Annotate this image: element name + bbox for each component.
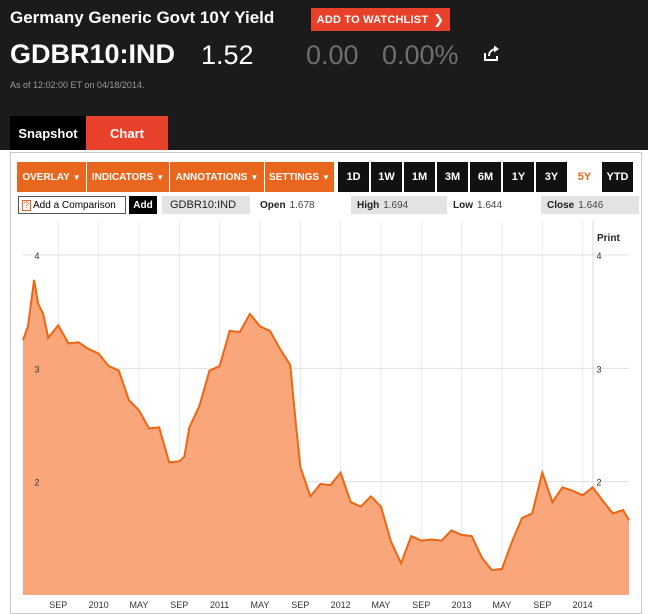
overlay-label: OVERLAY bbox=[22, 171, 70, 183]
print-button[interactable]: Print bbox=[597, 233, 620, 244]
open-label: Open bbox=[260, 199, 286, 211]
caret-down-icon: ▼ bbox=[72, 172, 81, 182]
help-icon: ? bbox=[22, 199, 32, 211]
x-tick-label: SEP bbox=[412, 600, 430, 610]
open-stat: Open 1.678 bbox=[260, 196, 350, 214]
x-tick-label: 2011 bbox=[210, 600, 229, 610]
caret-down-icon: ▼ bbox=[250, 172, 259, 182]
caret-down-icon: ▼ bbox=[322, 172, 330, 182]
range-1y-button[interactable]: 1Y bbox=[503, 162, 534, 192]
high-label: High bbox=[357, 199, 380, 211]
x-tick-label: SEP bbox=[291, 600, 309, 610]
x-tick-label: 2010 bbox=[89, 600, 109, 610]
right-y-tick-label: 4 bbox=[596, 251, 601, 261]
x-tick-label: MAY bbox=[372, 600, 391, 610]
add-comparison-placeholder: Add a Comparison bbox=[33, 199, 116, 211]
comparison-row: ? Add a Comparison Add GDBR10:IND Open 1.… bbox=[17, 196, 639, 216]
overlay-dropdown[interactable]: OVERLAY ▼ bbox=[17, 162, 86, 192]
yield-area bbox=[23, 279, 629, 595]
x-tick-label: MAY bbox=[130, 600, 149, 610]
add-to-watchlist-button[interactable]: ADD TO WATCHLIST ❯ bbox=[311, 8, 450, 31]
percent-change: 0.00% bbox=[382, 40, 459, 70]
x-tick-label: 2013 bbox=[452, 600, 472, 610]
x-tick-label: SEP bbox=[170, 600, 188, 610]
ticker-symbol: GDBR10:IND bbox=[10, 39, 176, 69]
left-y-tick-label: 4 bbox=[34, 251, 39, 261]
x-tick-label: MAY bbox=[493, 600, 512, 610]
indicators-dropdown[interactable]: INDICATORS ▼ bbox=[87, 162, 169, 192]
range-3y-button[interactable]: 3Y bbox=[536, 162, 567, 192]
low-stat: Low 1.644 bbox=[453, 196, 543, 214]
timestamp: As of 12:02:00 ET on 04/18/2014. bbox=[10, 80, 145, 90]
low-value: 1.644 bbox=[477, 199, 503, 211]
settings-label: SETTINGS bbox=[269, 171, 320, 183]
settings-dropdown[interactable]: SETTINGS ▼ bbox=[265, 162, 334, 192]
x-tick-label: MAY bbox=[251, 600, 270, 610]
security-title: Germany Generic Govt 10Y Yield bbox=[10, 8, 275, 27]
comparison-ticker: GDBR10:IND bbox=[162, 196, 250, 214]
chart-toolbar: OVERLAY ▼ INDICATORS ▼ ANNOTATIONS ▼ SETTIN… bbox=[17, 162, 635, 192]
chart-panel: OVERLAY ▼ INDICATORS ▼ ANNOTATIONS ▼ SETTIN… bbox=[10, 152, 642, 614]
annotations-label: ANNOTATIONS bbox=[175, 171, 248, 183]
x-tick-label: 2014 bbox=[573, 600, 593, 610]
caret-down-icon: ▼ bbox=[156, 172, 165, 182]
range-5y-button[interactable]: 5Y bbox=[569, 162, 600, 192]
last-price: 1.52 bbox=[201, 40, 254, 70]
right-y-tick-label: 2 bbox=[596, 478, 601, 488]
range-ytd-button[interactable]: YTD bbox=[602, 162, 633, 192]
add-to-watchlist-label: ADD TO WATCHLIST bbox=[316, 13, 429, 26]
indicators-label: INDICATORS bbox=[91, 171, 154, 183]
quote-header: Germany Generic Govt 10Y Yield ADD TO WA… bbox=[0, 0, 648, 150]
x-tick-label: 2012 bbox=[331, 600, 351, 610]
chevron-right-icon: ❯ bbox=[433, 11, 445, 27]
left-y-tick-label: 3 bbox=[34, 364, 39, 374]
high-stat: High 1.694 bbox=[351, 196, 447, 214]
x-tick-label: SEP bbox=[49, 600, 67, 610]
range-6m-button[interactable]: 6M bbox=[470, 162, 501, 192]
left-y-tick-label: 2 bbox=[34, 478, 39, 488]
add-comparison-button[interactable]: Add bbox=[129, 196, 157, 214]
high-value: 1.694 bbox=[383, 199, 409, 211]
tab-snapshot[interactable]: Snapshot bbox=[10, 116, 86, 150]
close-stat: Close 1.646 bbox=[541, 196, 639, 214]
close-label: Close bbox=[547, 199, 575, 211]
range-1w-button[interactable]: 1W bbox=[371, 162, 402, 192]
range-3m-button[interactable]: 3M bbox=[437, 162, 468, 192]
view-tabs: Snapshot Chart bbox=[10, 116, 168, 150]
right-y-tick-label: 3 bbox=[596, 364, 601, 374]
share-icon[interactable] bbox=[482, 44, 502, 64]
open-value: 1.678 bbox=[289, 199, 315, 211]
low-label: Low bbox=[453, 199, 473, 211]
x-tick-label: SEP bbox=[533, 600, 551, 610]
tab-chart[interactable]: Chart bbox=[86, 116, 168, 150]
yield-chart[interactable]: 2 2 3 3 4 4 SEP 2010 MAY SEP 2011 MAY SEP 2012 MAY SEP… bbox=[11, 221, 641, 613]
range-1m-button[interactable]: 1M bbox=[404, 162, 435, 192]
close-value: 1.646 bbox=[578, 199, 604, 211]
add-comparison-input[interactable]: ? Add a Comparison bbox=[18, 196, 126, 214]
comparison-ticker-value: GDBR10:IND bbox=[170, 199, 237, 211]
net-change: 0.00 bbox=[306, 40, 359, 70]
yield-line bbox=[22, 279, 630, 572]
annotations-dropdown[interactable]: ANNOTATIONS ▼ bbox=[170, 162, 264, 192]
range-1d-button[interactable]: 1D bbox=[338, 162, 369, 192]
